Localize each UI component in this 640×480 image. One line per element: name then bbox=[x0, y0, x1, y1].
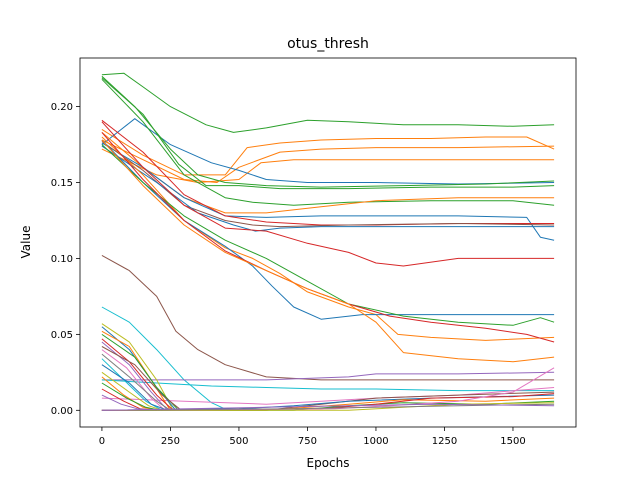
series-line-18 bbox=[101, 139, 555, 363]
series-line-1 bbox=[101, 128, 555, 176]
y-tick-label: 0.15 bbox=[51, 178, 73, 189]
series-line-30 bbox=[101, 346, 182, 411]
series-line-35 bbox=[101, 371, 163, 411]
y-tick-label: 0.00 bbox=[51, 406, 73, 417]
series-line-34 bbox=[101, 364, 168, 411]
plot-frame bbox=[79, 57, 577, 428]
series-line-28 bbox=[101, 338, 174, 411]
x-tick-label: 1000 bbox=[363, 436, 388, 447]
series-line-13 bbox=[101, 121, 555, 267]
series-line-6 bbox=[101, 77, 555, 190]
series-line-45 bbox=[101, 402, 555, 411]
x-tick-label: 500 bbox=[229, 436, 248, 447]
y-tick-label: 0.20 bbox=[51, 102, 73, 113]
y-tick-label: 0.05 bbox=[51, 330, 73, 341]
y-tick-label: 0.10 bbox=[51, 254, 73, 265]
series-line-31 bbox=[101, 349, 166, 411]
y-axis-label: Value bbox=[19, 226, 33, 259]
x-tick-label: 750 bbox=[298, 436, 317, 447]
series-layer bbox=[101, 72, 555, 411]
series-line-19 bbox=[101, 254, 555, 381]
x-axis: 0 250 500 750 1000 1250 1500 bbox=[99, 427, 526, 447]
series-line-26 bbox=[101, 330, 171, 411]
x-tick-label: 250 bbox=[161, 436, 180, 447]
x-tick-label: 0 bbox=[99, 436, 105, 447]
series-line-12 bbox=[101, 145, 555, 232]
series-line-2 bbox=[101, 139, 555, 183]
series-line-29 bbox=[101, 341, 169, 411]
series-line-21 bbox=[101, 371, 555, 381]
series-line-0 bbox=[101, 72, 555, 133]
series-line-37 bbox=[101, 382, 160, 411]
series-line-3 bbox=[101, 148, 555, 183]
series-line-9 bbox=[101, 142, 555, 241]
y-axis: 0.00 0.05 0.10 0.15 0.20 bbox=[51, 102, 80, 417]
series-line-4 bbox=[101, 118, 555, 185]
series-line-20 bbox=[101, 306, 229, 411]
series-line-32 bbox=[101, 353, 171, 411]
chart-title: otus_thresh bbox=[287, 36, 369, 52]
x-tick-label: 1250 bbox=[432, 436, 457, 447]
series-line-16 bbox=[101, 144, 555, 326]
series-line-7 bbox=[101, 78, 555, 206]
series-line-24 bbox=[101, 323, 174, 411]
x-tick-label: 1500 bbox=[500, 436, 525, 447]
series-line-48 bbox=[101, 403, 555, 411]
x-axis-label: Epochs bbox=[307, 456, 350, 470]
series-line-22 bbox=[101, 379, 555, 392]
